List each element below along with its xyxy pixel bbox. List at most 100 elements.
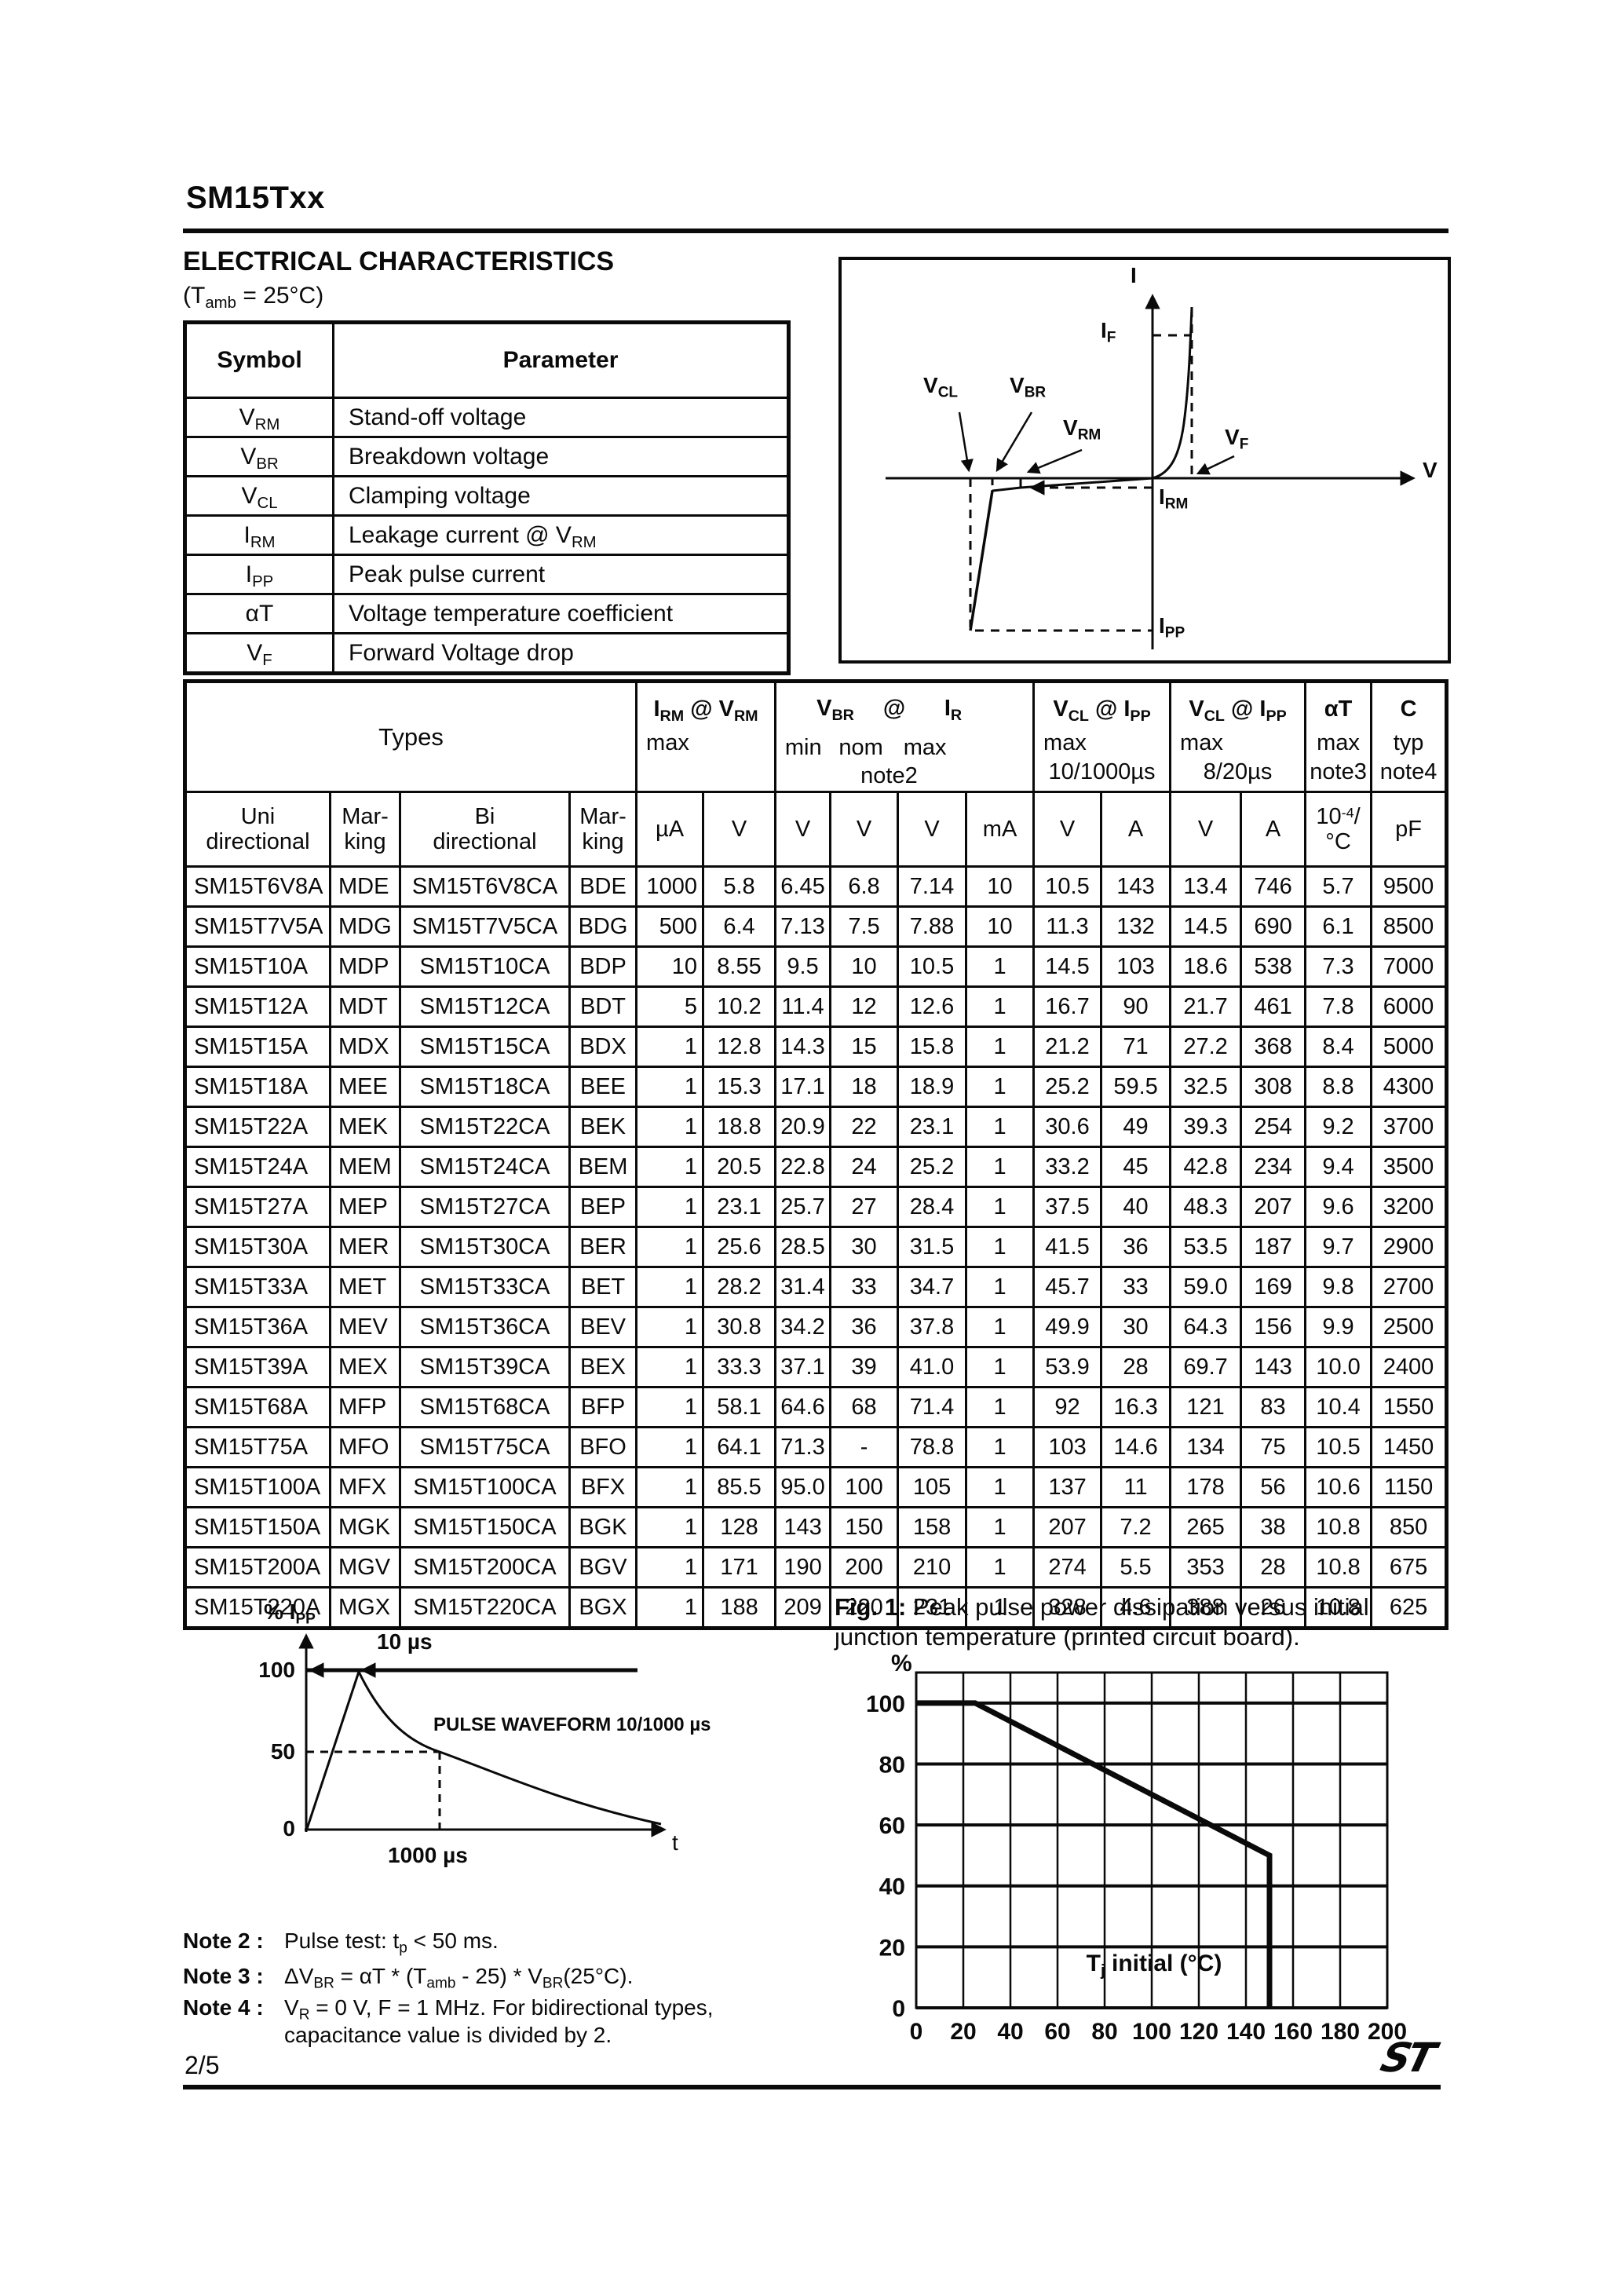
fig1-xtick: 40 <box>997 2019 1023 2045</box>
cell-ipp-8-20: 38 <box>1240 1506 1307 1548</box>
cell-irm-max: 1 <box>635 1226 705 1268</box>
st-logo-svg: ST <box>1376 2035 1443 2082</box>
cell-ipp-10-1000: 90 <box>1100 985 1172 1028</box>
cell-vbr-min: 64.6 <box>774 1386 832 1428</box>
cell-marking-bi: BEE <box>568 1066 638 1108</box>
cell-irm-max: 1 <box>635 1186 705 1228</box>
pulse-decay-curve <box>357 1671 662 1826</box>
cell-vcl-8-20: 388 <box>1169 1586 1243 1629</box>
cell-vcl-10-1000: 274 <box>1032 1546 1103 1589</box>
cell-ir: 10 <box>965 905 1036 948</box>
cell-capacitance: 2500 <box>1370 1306 1448 1348</box>
cell-capacitance: 3700 <box>1370 1106 1448 1148</box>
cell-bidirectional-part: SM15T12CA <box>399 985 571 1028</box>
parameter-text: Forward Voltage drop <box>349 639 574 666</box>
cond-pre: (T <box>183 283 206 309</box>
cell-alpha-t: 8.8 <box>1304 1066 1373 1108</box>
vbr-pointer-arrow <box>995 411 1033 473</box>
cell-ipp-8-20: 156 <box>1240 1306 1307 1348</box>
cell-vcl-10-1000: 25.2 <box>1032 1066 1103 1108</box>
cell-vcl-8-20: 178 <box>1169 1466 1243 1508</box>
cell-bidirectional-part: SM15T33CA <box>399 1266 571 1308</box>
ipp-label: IPP <box>1159 613 1185 641</box>
cell-bidirectional-part: SM15T220CA <box>399 1586 571 1629</box>
cell-vcl-10-1000: 33.2 <box>1032 1146 1103 1188</box>
symbol-row: VRM Stand-off voltage <box>184 397 790 438</box>
cell-ipp-8-20: 234 <box>1240 1146 1307 1188</box>
header-rule <box>183 229 1448 233</box>
cell-vcl-8-20: 14.5 <box>1169 905 1243 948</box>
cell-bidirectional-part: SM15T36CA <box>399 1306 571 1348</box>
cell-ir: 1 <box>965 945 1036 988</box>
cell-ipp-8-20: 75 <box>1240 1426 1307 1468</box>
cell-marking-bi: BFP <box>568 1386 638 1428</box>
unit-v-vcl2: V <box>1169 791 1243 868</box>
vbr-group-ir: IR <box>944 696 963 724</box>
fig1-xtick: 120 <box>1179 2019 1218 2045</box>
cell-marking-uni: MFO <box>329 1426 401 1468</box>
note3-text: ΔVBR = αT * (Tamb - 25) * VBR(25°C). <box>284 1964 634 1992</box>
cell-vrm: 15.3 <box>702 1066 777 1108</box>
unit-a-ipp2: A <box>1240 791 1307 868</box>
cell-vbr-nom: 200 <box>829 1546 900 1589</box>
cell-marking-uni: MET <box>329 1266 401 1308</box>
cell-unidirectional-part: SM15T18A <box>184 1066 331 1108</box>
cell-ipp-10-1000: 28 <box>1100 1346 1172 1388</box>
parameter-cell: Voltage temperature coefficient <box>332 593 790 634</box>
note2-label: Note 2 : <box>183 1929 264 1953</box>
unit-pf: pF <box>1370 791 1448 868</box>
parameter-text: Leakage current @ V <box>349 521 572 548</box>
cell-capacitance: 5000 <box>1370 1026 1448 1068</box>
cell-vbr-max: 10.5 <box>897 945 968 988</box>
symbol-row: VF Forward Voltage drop <box>184 632 790 675</box>
electrical-characteristics-table: Types IRM @ VRM max VBR @ IR min nom max… <box>183 679 1449 1630</box>
cell-vbr-nom: 68 <box>829 1386 900 1428</box>
cell-ipp-10-1000: 71 <box>1100 1026 1172 1068</box>
cell-ipp-10-1000: 40 <box>1100 1186 1172 1228</box>
cell-capacitance: 6000 <box>1370 985 1448 1028</box>
cell-vcl-10-1000: 103 <box>1032 1426 1103 1468</box>
cell-vrm: 5.8 <box>702 865 777 908</box>
cell-alpha-t: 10.8 <box>1304 1546 1373 1589</box>
cell-marking-uni: MDG <box>329 905 401 948</box>
cell-unidirectional-part: SM15T6V8A <box>184 865 331 908</box>
vrm-sub: RM <box>1077 426 1101 444</box>
cell-alpha-t: 10.6 <box>1304 1466 1373 1508</box>
cell-vbr-min: 28.5 <box>774 1226 832 1268</box>
parameter-cell: Forward Voltage drop <box>332 632 790 675</box>
cell-vbr-nom: 39 <box>829 1346 900 1388</box>
cell-irm-max: 10 <box>635 945 705 988</box>
cell-bidirectional-part: SM15T6V8CA <box>399 865 571 908</box>
symbol-main: V <box>239 404 255 430</box>
cell-vbr-nom: 6.8 <box>829 865 900 908</box>
cell-unidirectional-part: SM15T220A <box>184 1586 331 1629</box>
cell-vbr-min: 209 <box>774 1586 832 1629</box>
cell-marking-bi: BDP <box>568 945 638 988</box>
cell-vcl-8-20: 32.5 <box>1169 1066 1243 1108</box>
alpha-t-group-header: αT max note3 <box>1304 680 1373 793</box>
symbol-cell: αT <box>184 593 334 634</box>
vf-main: V <box>1225 425 1240 449</box>
cell-vbr-max: 105 <box>897 1466 968 1508</box>
vcl2-max: max <box>1180 730 1223 755</box>
cell-vbr-nom: 15 <box>829 1026 900 1068</box>
cell-ipp-8-20: 538 <box>1240 945 1307 988</box>
cell-marking-uni: MGX <box>329 1586 401 1629</box>
cell-vcl-10-1000: 16.7 <box>1032 985 1103 1028</box>
cell-irm-max: 5 <box>635 985 705 1028</box>
symbol-sub: CL <box>257 494 278 512</box>
cell-bidirectional-part: SM15T10CA <box>399 945 571 988</box>
cell-ipp-10-1000: 49 <box>1100 1106 1172 1148</box>
cell-bidirectional-part: SM15T39CA <box>399 1346 571 1388</box>
c-group-header: C typ note4 <box>1370 680 1448 793</box>
cell-irm-max: 1 <box>635 1066 705 1108</box>
symbol-main: αT <box>245 600 274 627</box>
cell-vbr-min: 25.7 <box>774 1186 832 1228</box>
cell-capacitance: 1550 <box>1370 1386 1448 1428</box>
unit-ma: mA <box>965 791 1036 868</box>
iv-characteristic-diagram: I IF VCL VBR VRM VF V IRM IPP <box>838 257 1451 664</box>
v-axis-label: V <box>1423 458 1438 482</box>
vcl1-pulse: 10/1000µs <box>1048 759 1156 784</box>
cell-vcl-10-1000: 49.9 <box>1032 1306 1103 1348</box>
cell-vbr-nom: 150 <box>829 1506 900 1548</box>
